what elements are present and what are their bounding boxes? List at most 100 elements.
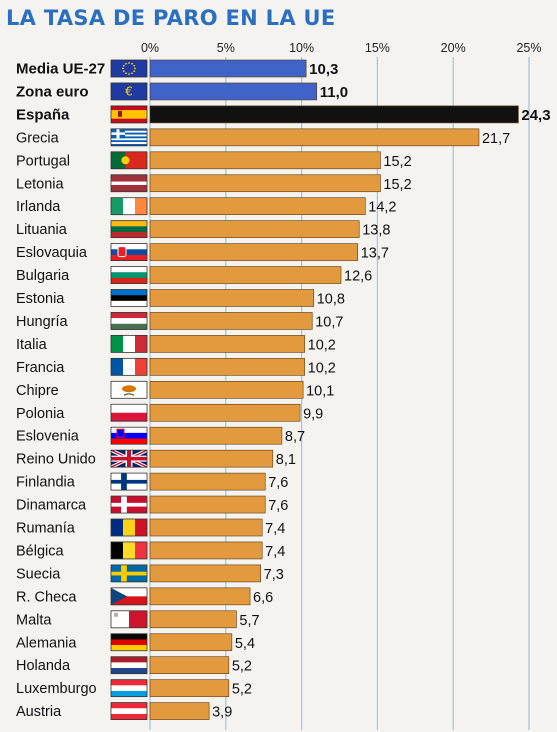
category-label: Eslovenia [16,429,80,445]
category-label: Hungría [16,314,69,330]
value-label: 14,2 [368,200,396,216]
value-label: 13,7 [361,246,389,262]
category-label: Irlanda [16,199,61,215]
value-label: 5,2 [232,659,252,675]
value-label: 15,2 [383,154,411,170]
bar [149,380,304,399]
bar [149,59,307,78]
netherlands-flag-icon [110,656,148,675]
value-label: 5,7 [239,613,259,629]
value-label: 7,6 [268,475,288,491]
value-label: 8,1 [276,452,296,468]
portugal-flag-icon [110,151,148,170]
value-label: 7,3 [264,567,284,583]
malta-flag-icon [110,610,148,629]
belgium-flag-icon [110,541,148,560]
luxembourg-flag-icon [110,679,148,698]
bar [149,243,358,261]
bar [149,128,480,147]
latvia-flag-icon [110,174,148,193]
bar [149,220,360,238]
category-label: Malta [16,612,52,628]
value-label: 10,2 [308,337,336,353]
category-label: Grecia [16,130,60,146]
bar [149,312,313,330]
x-tick-label: 25% [516,41,541,55]
value-label: 11,0 [320,84,348,101]
value-label: 5,2 [232,682,252,698]
category-label: Media UE-27 [16,61,105,78]
category-label: Portugal [16,153,70,169]
bar [149,656,230,675]
x-tick-label: 10% [289,41,314,55]
category-label: Reino Unido [16,452,96,468]
bar [149,518,263,537]
eu-flag-icon [110,59,148,78]
bar [149,197,366,215]
estonia-flag-icon [110,289,148,307]
value-label: 10,3 [309,61,338,78]
bar [149,702,210,720]
category-label: Zona euro [16,83,89,100]
poland-flag-icon [110,403,148,422]
category-label: Estonia [16,291,65,307]
ireland-flag-icon [110,197,148,216]
bar [149,472,266,491]
bar [149,335,305,353]
value-label: 21,7 [482,131,510,147]
slovenia-flag-icon [110,426,148,445]
category-label: Luxemburgo [16,681,97,697]
slovakia-flag-icon [110,243,148,262]
value-label: 7,4 [265,544,285,560]
bar [149,495,266,514]
bulgaria-flag-icon [110,266,148,284]
category-label: Alemania [16,635,77,651]
value-label: 10,2 [308,360,336,376]
bar [149,564,261,583]
value-label: 12,6 [344,269,372,285]
value-label: 10,8 [317,292,345,308]
value-label: 7,4 [265,521,285,537]
bar [149,358,305,376]
chart-title: LA TASA DE PARO EN LA UE [6,6,336,30]
category-label: Chipre [16,383,59,399]
greece-flag-icon [110,128,148,147]
category-label: Bulgaria [16,268,70,284]
category-label: Rumanía [16,521,76,537]
bar [149,174,381,193]
bar [149,151,381,170]
value-label: 10,7 [315,314,343,330]
value-label: 3,9 [212,705,232,721]
finland-flag-icon [110,472,148,491]
denmark-flag-icon [110,495,148,514]
value-label: 24,3 [521,107,550,124]
value-label: 9,9 [303,406,323,422]
category-label: Eslovaquia [16,245,88,261]
spain-flag-icon [110,105,148,124]
value-label: 6,6 [253,590,273,606]
bar [149,610,237,629]
category-label: Polonia [16,406,65,422]
bar [149,541,263,560]
bar [149,587,251,606]
euro-flag-icon: € [110,82,148,101]
category-label: Holanda [16,658,71,674]
italy-flag-icon [110,334,148,353]
czech-flag-icon [110,587,148,606]
category-label: Dinamarca [16,498,87,514]
x-tick-label: 0% [141,41,159,55]
x-tick-label: 15% [365,41,390,55]
category-label: Lituania [16,222,68,238]
category-label: Bélgica [16,543,64,559]
svg-text:€: € [125,84,133,98]
bar [149,449,274,468]
bar [149,266,342,284]
category-label: Letonia [16,176,65,192]
sweden-flag-icon [110,564,148,583]
category-label: España [16,106,70,123]
category-label: Italia [16,337,48,353]
austria-flag-icon [110,702,148,720]
france-flag-icon [110,357,148,376]
value-label: 7,6 [268,498,288,514]
